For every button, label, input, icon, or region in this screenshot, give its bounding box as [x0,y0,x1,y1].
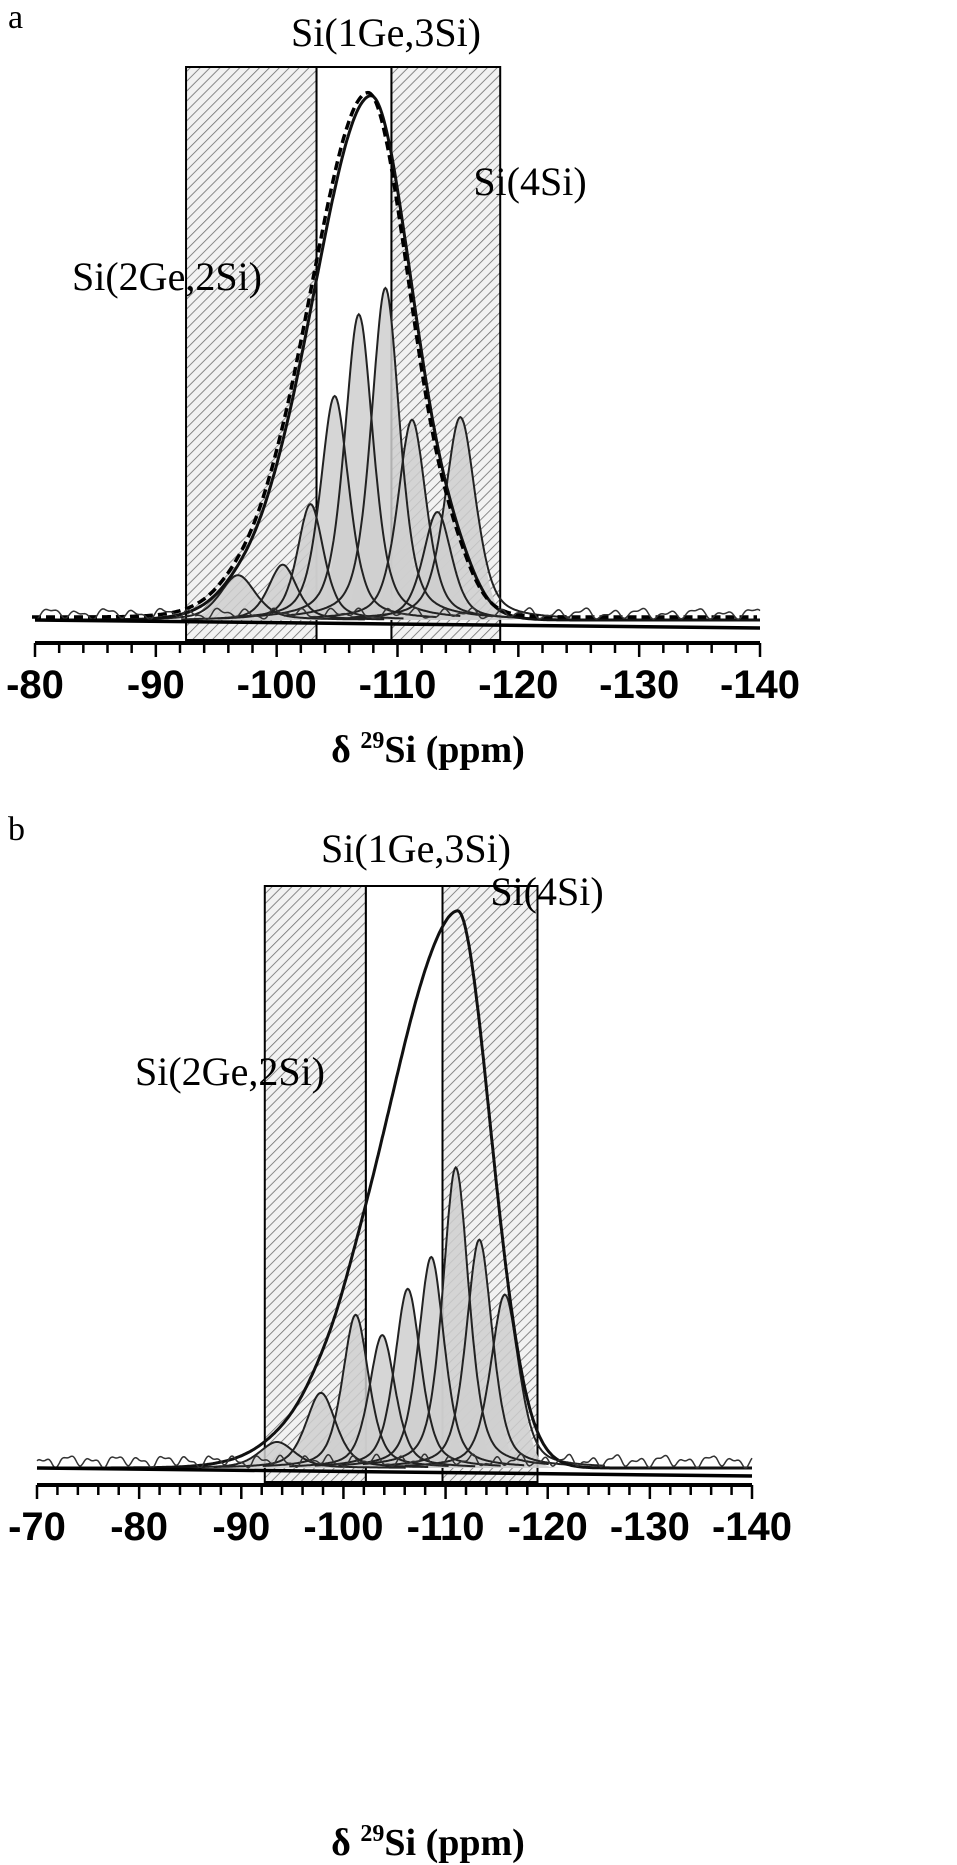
x-tick-label: -140 [712,1505,792,1549]
component-peak-5 [314,1287,501,1467]
component-peak-5 [257,312,461,617]
x-tick-label: -80 [110,1505,168,1549]
component-peak-3 [262,1313,449,1467]
x-tick-label: -70 [8,1505,66,1549]
region-label-1: Si(2Ge,2Si) [135,1049,325,1094]
residual-line [34,607,761,621]
x-tick-label: -90 [127,663,185,707]
component-fill-3 [282,1314,429,1468]
component-fill-9 [373,417,547,620]
panel-a-x-axis-title: δ 29Si (ppm) [331,728,525,771]
x-tick-label: -130 [599,663,679,707]
component-fill-6 [358,1257,505,1468]
panel-a-x-axis: -80 -90 -100 -110 -120 -130 -140 [6,641,800,707]
panel-a-letter: a [8,0,23,36]
component-fill-1 [175,1442,379,1468]
panel-b: b Si(2Ge,2Si) Si(1Ge,3Si)Si(4Si) -70 -80 -9… [8,811,792,1864]
x-tick-label: -110 [407,1505,485,1549]
component-peak-6 [283,286,487,617]
component-fill-6 [305,288,466,620]
x-tick-label: -140 [720,663,800,707]
fit-sum-dashed-line [32,90,757,619]
component-peak-7 [362,1165,549,1466]
component-fill-9 [426,1294,584,1468]
x-tick-label: -100 [303,1505,383,1549]
component-fill-3 [237,504,384,620]
x-tick-label: -100 [237,663,317,707]
x-tick-label: -120 [478,663,558,707]
component-fill-7 [332,419,492,620]
x-tick-label: -130 [610,1505,690,1549]
x-tick-label: -110 [359,663,437,707]
residual-line [36,1453,753,1469]
component-fill-2 [203,564,363,620]
spectrum-line [35,94,760,622]
panel-b-x-axis-title: δ 29Si (ppm) [331,1821,525,1864]
component-fill-4 [254,396,415,620]
panel-a: a Si(2Ge,2Si) Si(1Ge,3Si) Si(4Si) -80 -90 -1… [6,0,800,771]
baseline-line [36,1466,753,1478]
region-box-1 [185,66,318,641]
component-peak-9 [404,1293,605,1467]
panel-b-curves [36,909,753,1478]
region-label-3: Si(4Si) [490,869,603,914]
panel-b-x-axis: -70 -80 -90 -100 -110 -120 -130 -140 [8,1483,792,1549]
x-tick-label: -80 [6,663,64,707]
panel-a-curves [32,90,761,630]
panel-b-letter: b [8,811,25,848]
component-fill-4 [309,1335,456,1468]
component-fill-7 [382,1167,529,1468]
baseline-line [34,618,761,630]
component-fill-2 [236,1392,406,1468]
x-tick-label: -120 [508,1505,588,1549]
panel-b-region-labels: Si(2Ge,2Si) Si(1Ge,3Si)Si(4Si) [135,826,604,1094]
region-label-2: Si(1Ge,3Si) [291,10,481,55]
component-fill-5 [279,314,439,620]
region-label-3: Si(4Si) [473,159,586,204]
x-tick-label: -90 [212,1505,270,1549]
panel-a-region-labels: Si(2Ge,2Si) Si(1Ge,3Si) Si(4Si) [72,10,587,299]
region-label-1: Si(2Ge,2Si) [72,254,262,299]
component-fill-5 [334,1289,481,1468]
region-label-2: Si(1Ge,3Si) [321,826,511,871]
component-fill-8 [406,1239,553,1468]
component-fill-1 [138,575,338,620]
component-peak-9 [350,415,571,619]
